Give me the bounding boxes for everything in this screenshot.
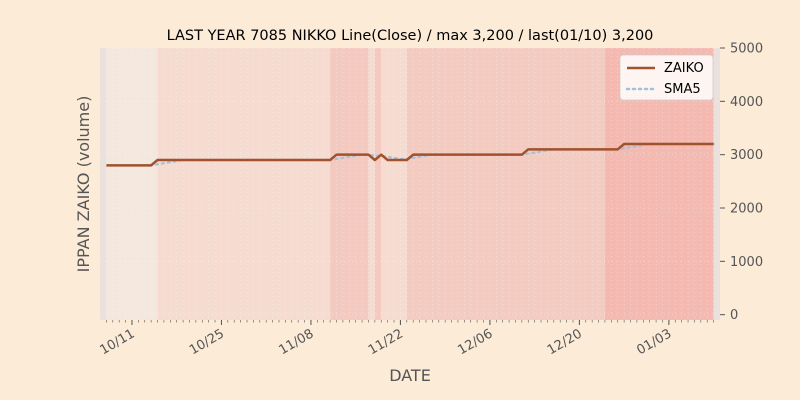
- legend-label-sma5: SMA5: [664, 82, 701, 97]
- background-band: [100, 48, 107, 320]
- y-tick-label: 2000: [730, 202, 763, 217]
- y-tick-label: 4000: [730, 95, 763, 110]
- background-band: [374, 48, 382, 320]
- y-tick-label: 5000: [730, 42, 763, 57]
- series-layer: [106, 142, 715, 167]
- legend-label-zaiko: ZAIKO: [664, 61, 704, 76]
- background-band: [713, 48, 720, 320]
- background-band: [406, 48, 605, 320]
- y-axis-label: IPPAN ZAIKO (volume): [74, 96, 93, 273]
- legend-box: [619, 54, 714, 101]
- chart-title: LAST YEAR 7085 NIKKO Line(Close) / max 3…: [167, 28, 654, 44]
- plot-area: [100, 47, 720, 320]
- legend: ZAIKO SMA5: [619, 54, 714, 101]
- y-tick-label: 1000: [730, 255, 763, 270]
- background-band: [368, 48, 375, 320]
- background-band: [157, 48, 331, 320]
- x-axis-label: DATE: [389, 366, 431, 385]
- series-line-zaiko: [106, 142, 714, 167]
- y-axis: 0 1000 2000 3000 4000 5000: [720, 42, 763, 323]
- grid: [100, 47, 720, 320]
- y-tick-label: 3000: [730, 148, 763, 163]
- y-tick-label: 0: [730, 308, 738, 323]
